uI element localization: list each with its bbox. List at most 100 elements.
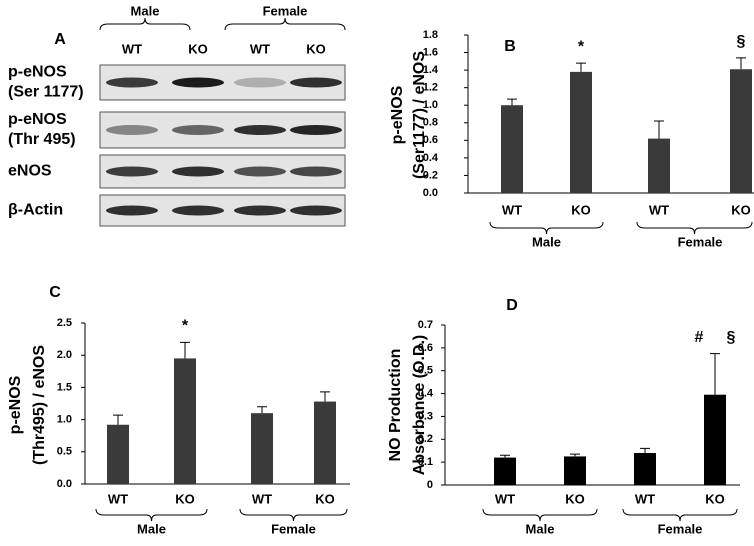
bar	[648, 138, 670, 193]
annotation: §	[737, 33, 746, 50]
group-label: Female	[658, 521, 703, 536]
error-bar	[320, 391, 330, 402]
x-tick-label: WT	[495, 491, 515, 506]
y-tick-label: 0.2	[423, 169, 438, 181]
blot-band	[290, 125, 342, 135]
y-axis-label: p-eNOS	[7, 375, 24, 434]
row-label: (Ser 1177)	[8, 84, 84, 101]
blot-band	[106, 77, 158, 88]
y-tick-label: 0.6	[423, 134, 438, 146]
y-tick-label: 0.6	[418, 342, 433, 354]
group-label: Male	[532, 234, 561, 249]
row-label: p-eNOS	[8, 64, 67, 81]
x-tick-label: KO	[565, 491, 585, 506]
blot-band	[106, 205, 158, 216]
error-bar	[736, 57, 746, 70]
panel-label: D	[506, 297, 518, 314]
y-tick-label: 1.2	[423, 82, 438, 94]
y-axis-label: (Ser1177) / eNOS	[411, 51, 428, 179]
bar	[174, 358, 196, 484]
bar	[564, 456, 586, 485]
y-axis-label: NO Production	[387, 349, 404, 462]
bar	[730, 69, 752, 193]
x-tick-label: WT	[502, 202, 522, 217]
panel-label: C	[49, 284, 61, 301]
x-tick-label: WT	[635, 491, 655, 506]
y-tick-label: 0.3	[418, 410, 433, 422]
x-tick-label: KO	[705, 491, 725, 506]
y-tick-label: 0.8	[423, 117, 438, 129]
group-label: Male	[137, 521, 166, 536]
blot-band	[234, 77, 286, 88]
lane-label: KO	[188, 41, 208, 56]
x-tick-label: WT	[649, 202, 669, 217]
group-label: Male	[131, 3, 160, 18]
bar	[704, 394, 726, 485]
y-tick-label: 0.5	[418, 365, 433, 377]
lane-label: KO	[306, 41, 326, 56]
row-label: (Thr 495)	[8, 131, 76, 148]
brace	[95, 508, 208, 522]
bar	[634, 453, 656, 485]
y-tick-label: 0.7	[418, 319, 433, 331]
row-label: β-Actin	[8, 202, 63, 219]
panel-label: B	[504, 38, 516, 55]
bar	[494, 457, 516, 485]
annotation: §	[727, 329, 736, 346]
brace	[636, 221, 753, 235]
y-tick-label: 1.4	[423, 64, 439, 76]
row-label: p-eNOS	[8, 111, 67, 128]
group-label: Female	[271, 521, 316, 536]
annotation: *	[578, 38, 585, 55]
error-bar	[576, 62, 586, 72]
y-tick-label: 0.4	[418, 387, 434, 399]
error-bar	[570, 453, 580, 457]
y-axis-label: p-eNOS	[389, 85, 406, 144]
y-axis-label: (Thr495) / eNOS	[31, 345, 48, 465]
x-tick-label: KO	[731, 202, 751, 217]
blot-band	[234, 125, 286, 135]
y-tick-label: 0.0	[423, 187, 438, 199]
blot-band	[234, 205, 286, 216]
annotation: *	[182, 318, 189, 335]
blot-band	[172, 166, 224, 177]
row-label: eNOS	[8, 163, 52, 180]
error-bar	[180, 341, 190, 359]
panel-label: A	[54, 31, 66, 48]
x-tick-label: WT	[108, 491, 128, 506]
blot-band	[290, 166, 342, 177]
y-tick-label: 0.5	[57, 446, 72, 458]
brace	[622, 508, 738, 522]
bar	[570, 71, 592, 193]
blot-band	[290, 77, 342, 88]
lane-label: WT	[250, 41, 270, 56]
x-tick-label: KO	[175, 491, 195, 506]
y-tick-label: 0	[427, 479, 433, 491]
y-tick-label: 2.0	[57, 349, 72, 361]
y-tick-label: 0.0	[57, 478, 72, 490]
brace	[99, 17, 191, 31]
lane-label: WT	[122, 41, 142, 56]
blot-band	[290, 205, 342, 216]
group-label: Female	[263, 3, 308, 18]
y-tick-label: 0.1	[418, 456, 433, 468]
error-bar	[640, 447, 650, 453]
y-tick-label: 1.0	[423, 99, 438, 111]
y-tick-label: 2.5	[57, 317, 72, 329]
blot-band	[172, 77, 224, 88]
bar	[314, 401, 336, 484]
y-tick-label: 0.4	[423, 152, 439, 164]
bar	[501, 105, 523, 193]
x-tick-label: KO	[571, 202, 591, 217]
blot-band	[106, 125, 158, 135]
y-tick-label: 0.2	[418, 433, 433, 445]
error-bar	[507, 98, 517, 106]
blot-band	[172, 205, 224, 216]
y-tick-label: 1.8	[423, 29, 438, 41]
bar	[251, 413, 273, 484]
brace	[489, 221, 604, 235]
brace	[224, 17, 346, 31]
group-label: Male	[526, 521, 555, 536]
x-tick-label: KO	[315, 491, 335, 506]
